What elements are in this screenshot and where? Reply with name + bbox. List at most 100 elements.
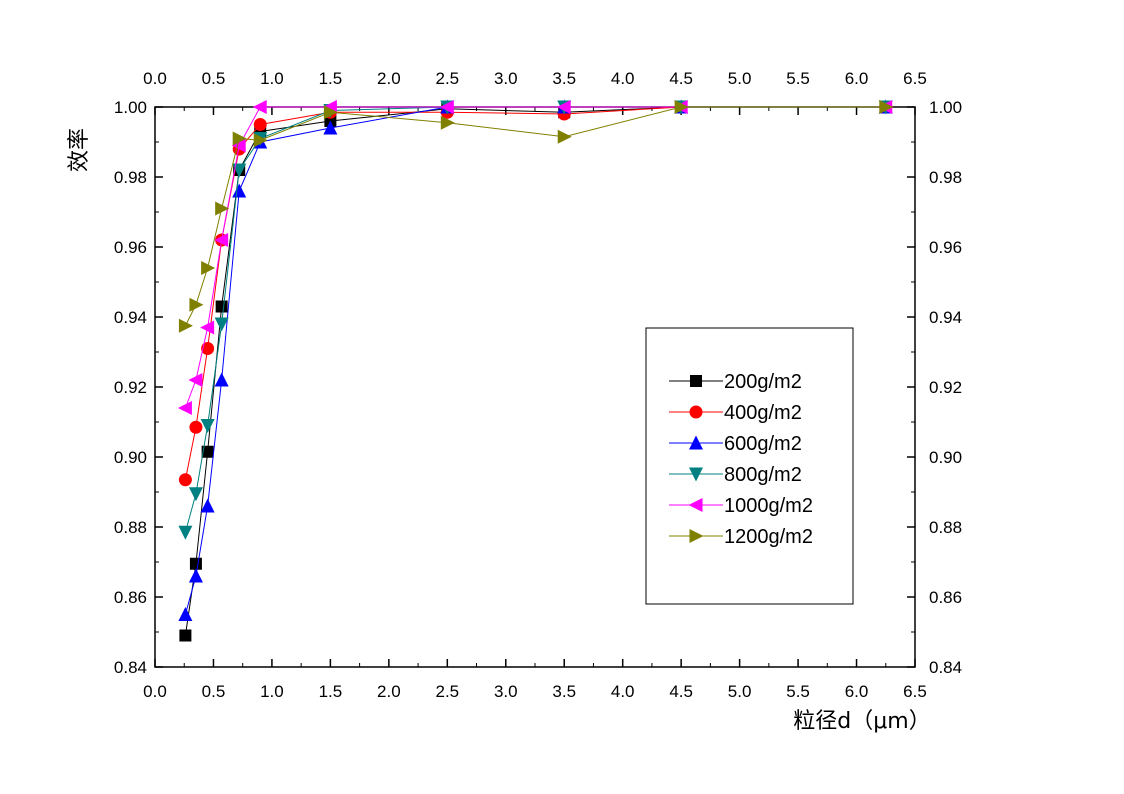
data-point [178,473,192,487]
x-tick-label-bottom: 3.5 [552,682,576,701]
x-tick-label-top: 4.0 [611,69,635,88]
y-tick-label-left: 0.90 [114,448,147,467]
legend-box [645,327,854,605]
y-tick-label-left: 0.84 [114,658,147,677]
data-point [439,100,454,114]
data-point [201,261,216,275]
legend-marker [688,498,703,512]
data-point [323,105,338,120]
y-tick-label-left: 0.88 [114,518,147,537]
legend-marker [690,375,702,387]
x-tick-label-bottom: 6.5 [903,682,927,701]
data-point [232,183,247,198]
legend-label: 200g/m2 [724,371,802,393]
legend-label: 800g/m2 [724,464,802,486]
x-tick-label-bottom: 0.0 [143,682,167,701]
x-tick-label-bottom: 5.0 [728,682,752,701]
y-tick-label-right: 0.86 [929,588,962,607]
data-point [879,100,894,114]
x-axis-title: 粒径d（μm） [793,709,930,734]
legend-entry: 1000g/m2 [669,495,813,517]
legend-entry: 800g/m2 [669,464,802,486]
series-layer [177,99,894,642]
x-tick-label-top: 3.0 [494,69,518,88]
x-tick-label-bottom: 4.5 [669,682,693,701]
data-point [440,115,455,130]
x-tick-label-top: 6.5 [903,69,927,88]
data-point [215,300,228,313]
x-tick-label-bottom: 3.0 [494,682,518,701]
y-tick-label-right: 0.98 [929,168,962,187]
data-point [201,342,215,355]
x-tick-label-top: 1.0 [260,69,284,88]
data-point [188,373,203,387]
x-tick-label-top: 1.5 [319,69,343,88]
x-tick-label-bottom: 0.5 [202,682,226,701]
data-point [253,133,268,148]
y-tick-label-right: 0.90 [929,448,962,467]
y-tick-label-right: 0.96 [929,238,962,257]
data-point [252,100,267,114]
x-tick-label-top: 5.0 [728,69,752,88]
data-point [188,487,203,502]
data-point [253,118,267,131]
series-line [184,106,886,326]
legend-label: 400g/m2 [724,402,802,424]
legend: 200g/m2 400g/m2 600g/m2 800g/m2 1000g/m2 1200… [645,327,854,605]
data-point [200,320,215,335]
data-point [323,120,338,135]
x-tick-label-top: 6.0 [845,69,869,88]
x-tick-label-top: 5.5 [786,69,810,88]
legend-marker [689,529,704,543]
data-point [214,372,229,387]
x-tick-label-bottom: 2.5 [435,682,459,701]
x-tick-label-top: 0.5 [202,69,226,88]
y-tick-label-right: 1.00 [929,98,962,117]
legend-entry: 600g/m2 [669,433,802,455]
data-point [178,318,193,333]
x-tick-label-bottom: 1.0 [260,682,284,701]
data-point [232,131,247,146]
legend-label: 600g/m2 [724,433,802,455]
legend-marker [689,467,703,482]
data-point [178,525,193,540]
y-tick-label-right: 0.88 [929,518,962,537]
x-tick-label-bottom: 1.5 [319,682,343,701]
y-tick-label-left: 0.94 [114,308,147,327]
data-point [557,129,572,144]
series-4 [177,100,893,415]
data-point [178,607,193,621]
data-point [214,317,229,332]
x-tick-label-top: 2.5 [435,69,459,88]
data-point [189,557,202,570]
y-tick-label-right: 0.94 [929,308,962,327]
legend-marker [689,405,703,419]
legend-marker [689,435,703,450]
y-tick-label-left: 0.96 [114,238,147,257]
legend-entry: 1200g/m2 [669,526,813,548]
x-tick-label-top: 3.5 [552,69,576,88]
x-tick-label-bottom: 5.5 [786,682,810,701]
data-point [215,201,230,216]
data-point [200,419,215,433]
x-tick-label-bottom: 4.0 [611,682,635,701]
data-point [231,138,246,153]
x-tick-label-bottom: 2.0 [377,682,401,701]
y-tick-label-left: 1.00 [114,98,147,117]
y-tick-label-right: 0.84 [929,658,962,677]
axis-ticks: 0.0 0.0 0.5 0.5 1.0 1.0 1.5 1.5 2.0 2.0 2.5 2.5 3.0 3… [114,69,962,701]
data-point [177,401,192,415]
data-point [201,445,214,458]
x-tick-label-bottom: 6.0 [845,682,869,701]
y-tick-label-right: 0.92 [929,378,962,397]
legend-entry: 400g/m2 [669,402,802,424]
x-tick-label-top: 4.5 [669,69,693,88]
x-tick-label-top: 0.0 [143,69,167,88]
y-tick-label-left: 0.86 [114,588,147,607]
data-point [179,629,192,642]
y-tick-label-left: 0.98 [114,168,147,187]
y-tick-label-left: 0.92 [114,378,147,397]
data-point [189,297,204,312]
data-point [188,568,203,583]
